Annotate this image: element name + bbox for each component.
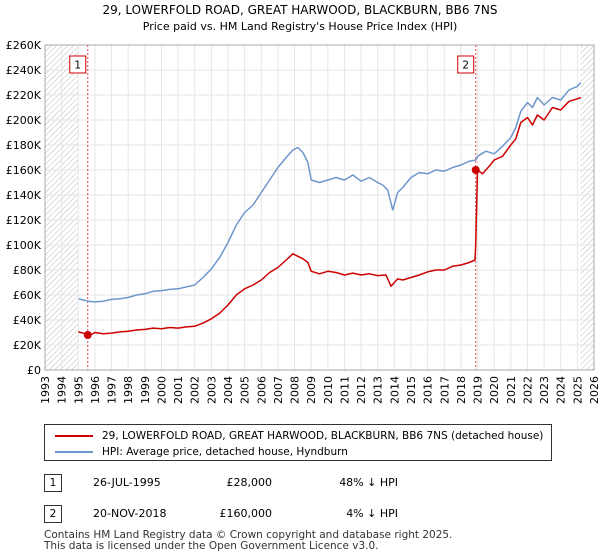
- y-tick-label: £120K: [6, 214, 42, 227]
- legend-item-hpi: HPI: Average price, detached house, Hynd…: [55, 444, 348, 460]
- sale-date: 26-JUL-1995: [93, 476, 161, 489]
- y-tick-label: £180K: [6, 139, 42, 152]
- legend-swatch-property: [55, 435, 93, 437]
- sale-point: [83, 331, 92, 339]
- price-chart: 29, LOWERFOLD ROAD, GREAT HARWOOD, BLACK…: [6, 3, 600, 404]
- x-tick-label: 2023: [538, 376, 551, 404]
- series-lines: [78, 82, 582, 336]
- y-tick-label: £160K: [6, 164, 42, 177]
- y-tick-label: £80K: [13, 264, 42, 277]
- x-tick-label: 1994: [56, 376, 69, 404]
- sale-price: £160,000: [219, 507, 273, 520]
- x-tick-label: 2020: [488, 376, 501, 404]
- plot-frame: [44, 44, 595, 371]
- chart-title: 29, LOWERFOLD ROAD, GREAT HARWOOD, BLACK…: [102, 3, 497, 17]
- sale-point: [471, 166, 480, 174]
- x-tick-label: 1995: [72, 376, 85, 404]
- x-tick-label: 2000: [155, 376, 168, 404]
- x-tick-label: 2012: [355, 376, 368, 404]
- footer: Contains HM Land Registry data © Crown c…: [44, 530, 452, 552]
- legend-label-property: 29, LOWERFOLD ROAD, GREAT HARWOOD, BLACK…: [102, 430, 544, 442]
- x-tick-label: 2002: [189, 376, 202, 404]
- x-tick-label: 2003: [205, 376, 218, 404]
- sale-date: 20-NOV-2018: [93, 507, 167, 520]
- x-axis-ticks: 1993 1994 1995 1996 1997 1998 1999 2000 2001 2002…: [39, 376, 600, 404]
- footer-line-1: Contains HM Land Registry data © Crown c…: [44, 529, 453, 541]
- x-tick-label: 2008: [289, 376, 302, 404]
- plot-background: [45, 45, 594, 370]
- series-line-property: [78, 96, 581, 336]
- x-tick-label: 2022: [521, 376, 534, 404]
- sale-marker-box: [457, 55, 475, 74]
- x-tick-label: 2025: [571, 376, 584, 404]
- legend-swatch-hpi: [55, 451, 93, 453]
- y-tick-label: £220K: [6, 89, 42, 102]
- x-tick-label: 1999: [139, 376, 152, 404]
- x-tick-label: 2009: [305, 376, 318, 404]
- sale-price: £28,000: [226, 476, 273, 489]
- sale-number-box: 1: [44, 474, 62, 492]
- x-tick-label: 1993: [39, 376, 52, 404]
- sale-points: [83, 166, 480, 339]
- x-tick-label: 2007: [272, 376, 285, 404]
- legend-item-property: 29, LOWERFOLD ROAD, GREAT HARWOOD, BLACK…: [55, 428, 543, 444]
- x-tick-label: 1997: [106, 376, 119, 404]
- x-tick-label: 1996: [89, 376, 102, 404]
- y-tick-label: £260K: [6, 39, 42, 52]
- x-tick-label: 2005: [239, 376, 252, 404]
- x-tick-label: 2010: [322, 376, 335, 404]
- y-tick-label: £20K: [13, 339, 42, 352]
- x-tick-label: 1998: [122, 376, 135, 404]
- x-tick-label: 2026: [588, 376, 600, 404]
- x-tick-label: 2016: [422, 376, 435, 404]
- x-tick-label: 2017: [438, 376, 451, 404]
- chart-subtitle: Price paid vs. HM Land Registry's House …: [143, 20, 458, 33]
- x-tick-label: 2021: [505, 376, 518, 404]
- x-tick-label: 2024: [555, 376, 568, 404]
- x-tick-label: 2019: [472, 376, 485, 404]
- footer-line-2: This data is licensed under the Open Gov…: [44, 540, 379, 552]
- sale-hpi-diff: 48% ↓ HPI: [339, 476, 398, 489]
- y-tick-label: £240K: [6, 64, 42, 77]
- y-tick-label: £40K: [13, 314, 42, 327]
- x-tick-label: 2004: [222, 376, 235, 404]
- x-tick-label: 2001: [172, 376, 185, 404]
- y-tick-label: £0: [27, 364, 41, 377]
- x-tick-label: 2015: [405, 376, 418, 404]
- legend-label-hpi: HPI: Average price, detached house, Hynd…: [102, 446, 348, 458]
- y-tick-label: £200K: [6, 114, 42, 127]
- x-tick-label: 2011: [338, 376, 351, 404]
- y-tick-label: £60K: [13, 289, 42, 302]
- y-axis-ticks: £0 £20K £40K £60K £80K £100K £120K £140K £160K £1…: [6, 39, 42, 377]
- sale-number-box: 2: [44, 505, 62, 523]
- sale-hpi-diff: 4% ↓ HPI: [346, 507, 398, 520]
- y-tick-label: £140K: [6, 189, 42, 202]
- hatched-region-1: [580, 45, 594, 370]
- x-tick-label: 2014: [388, 376, 401, 404]
- legend: 29, LOWERFOLD ROAD, GREAT HARWOOD, BLACK…: [44, 424, 552, 461]
- sale-marker-label: 1: [74, 60, 81, 72]
- x-tick-label: 2018: [455, 376, 468, 404]
- y-tick-label: £100K: [6, 239, 42, 252]
- sale-marker-label: 2: [462, 60, 469, 72]
- series-line-hpi: [78, 82, 582, 303]
- x-tick-label: 2013: [372, 376, 385, 404]
- x-tick-label: 2006: [255, 376, 268, 404]
- sale-marker-box: [69, 55, 87, 74]
